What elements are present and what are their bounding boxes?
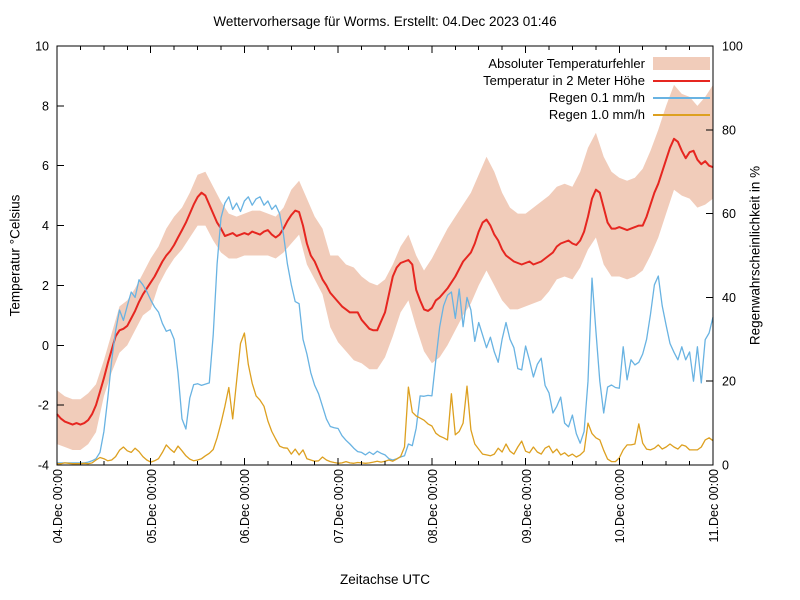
x-tick-label: 06.Dec 00:00 [238, 469, 253, 544]
x-tick-label: 04.Dec 00:00 [51, 469, 65, 544]
y-right-tick-label: 40 [722, 291, 736, 305]
y-left-tick-label: 6 [42, 159, 49, 173]
y-right-tick-label: 100 [722, 40, 743, 54]
x-tick-label: 10.Dec 00:00 [613, 469, 628, 544]
legend-label: Temperatur in 2 Meter Höhe [483, 73, 645, 88]
legend-entry-temperature-error: Absoluter Temperaturfehler [300, 55, 710, 72]
legend: Absoluter Temperaturfehler Temperatur in… [300, 55, 710, 123]
y-axis-label-right: Regenwahrscheinlichkeit in % [747, 165, 763, 346]
y-left-tick-label: -4 [38, 459, 49, 473]
line-swatch-icon [653, 113, 710, 116]
legend-entry-rain-01: Regen 0.1 mm/h [300, 89, 710, 106]
temperature-line [56, 137, 714, 426]
band-swatch-icon [653, 57, 710, 70]
x-axis-label: Zeitachse UTC [339, 572, 431, 587]
chart-title: Wettervorhersage für Worms. Erstellt: 04… [213, 14, 557, 29]
legend-label: Regen 1.0 mm/h [548, 107, 645, 122]
y-right-tick-label: 60 [722, 207, 736, 221]
x-tick-label: 07.Dec 00:00 [332, 469, 347, 544]
line-swatch-icon [653, 96, 710, 99]
x-tick-label: 05.Dec 00:00 [144, 469, 159, 544]
x-tick-label: 11.Dec 00:00 [707, 469, 721, 543]
y-left-tick-label: 4 [42, 219, 49, 233]
y-right-tick-label: 80 [722, 123, 736, 137]
temperature-error-band [57, 84, 713, 451]
legend-label: Regen 0.1 mm/h [548, 90, 645, 105]
y-left-tick-label: 8 [42, 99, 49, 113]
legend-entry-rain-10: Regen 1.0 mm/h [300, 106, 710, 123]
y-right-tick-label: 20 [722, 375, 736, 389]
y-axis-label-left: Temperatur °Celsius [7, 194, 23, 317]
legend-label: Absoluter Temperaturfehler [488, 56, 645, 71]
legend-entry-temperature: Temperatur in 2 Meter Höhe [300, 72, 710, 89]
rain-01mm-line [57, 196, 714, 464]
y-left-tick-label: -2 [38, 399, 49, 413]
y-left-tick-label: 0 [42, 339, 49, 353]
x-tick-label: 09.Dec 00:00 [519, 469, 534, 544]
y-right-tick-label: 0 [722, 459, 729, 473]
x-tick-label: 08.Dec 00:00 [425, 469, 440, 544]
line-swatch-icon [653, 79, 710, 82]
y-left-tick-label: 2 [42, 279, 49, 293]
y-left-tick-label: 10 [35, 40, 49, 54]
